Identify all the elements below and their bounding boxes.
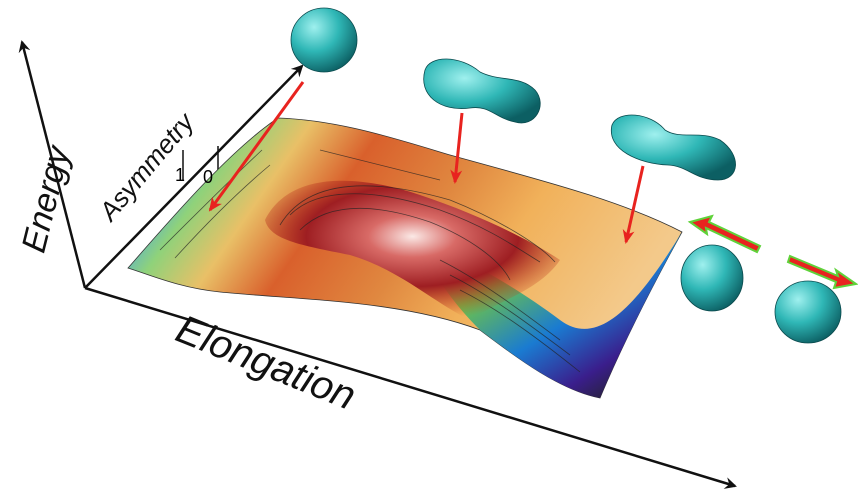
shape-necked [610,114,736,181]
energy-axis [18,40,87,289]
fission-arrows [687,214,858,290]
fragment [680,244,744,312]
shape-elongated [423,58,541,124]
asymmetry-tick: 0 [203,167,213,187]
arrow [450,112,464,184]
arrow [622,165,645,244]
asymmetry-tick: 1 [175,165,185,185]
elongation-axis [84,286,737,489]
shape-sphere [290,7,358,73]
fragment [774,280,842,344]
energy-label: Energy [15,141,78,257]
arrow [208,81,305,212]
asymmetry-axis [84,64,304,289]
contour-lines [159,149,581,373]
surface-ridge [265,180,560,320]
